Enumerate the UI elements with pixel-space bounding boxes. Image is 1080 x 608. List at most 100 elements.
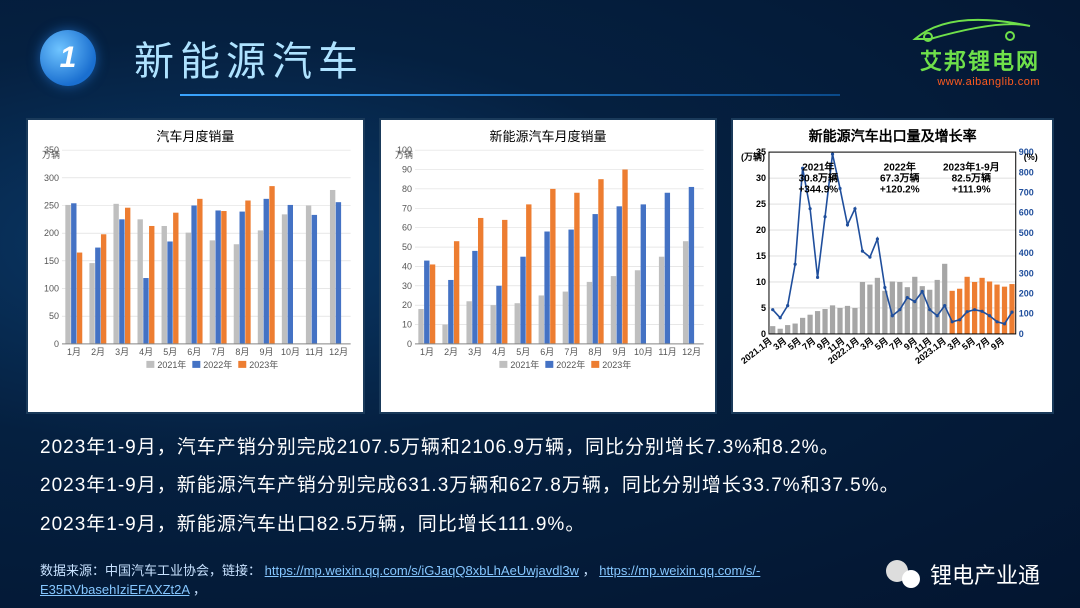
svg-text:3月: 3月	[468, 347, 482, 357]
wechat-label: 锂电产业通	[930, 558, 1040, 590]
svg-text:7月: 7月	[564, 347, 578, 357]
svg-text:10月: 10月	[281, 347, 300, 357]
svg-text:9月: 9月	[612, 347, 626, 357]
svg-text:+120.2%: +120.2%	[880, 184, 920, 195]
source-sep: ，	[583, 563, 596, 578]
bullet-3: 2023年1-9月，新能源汽车出口82.5万辆，同比增长111.9%。	[40, 509, 1040, 541]
svg-text:1月: 1月	[420, 347, 434, 357]
svg-text:50: 50	[49, 311, 59, 321]
chart2-svg: 0102030405060708090100万辆1月2月3月4月5月6月7月8月…	[387, 146, 710, 376]
svg-text:2021.1月: 2021.1月	[739, 336, 774, 366]
svg-text:5月: 5月	[163, 347, 177, 357]
svg-text:40: 40	[402, 261, 412, 271]
chart-panel-nev-export: 新能源汽车出口量及增长率 051015202530350100200300400…	[731, 118, 1054, 414]
svg-text:30: 30	[756, 173, 766, 183]
svg-text:20: 20	[402, 300, 412, 310]
svg-text:2023年: 2023年	[602, 359, 631, 370]
svg-text:100: 100	[44, 284, 59, 294]
svg-text:2021年: 2021年	[510, 359, 539, 370]
svg-text:4月: 4月	[492, 347, 506, 357]
svg-text:1月: 1月	[67, 347, 81, 357]
svg-text:700: 700	[1019, 188, 1034, 198]
svg-text:12月: 12月	[329, 347, 348, 357]
svg-text:25: 25	[756, 199, 766, 209]
svg-text:82.5万辆: 82.5万辆	[952, 171, 991, 184]
svg-text:67.3万辆: 67.3万辆	[880, 171, 919, 184]
chart3-svg: 0510152025303501002003004005006007008009…	[739, 146, 1046, 376]
svg-text:10月: 10月	[634, 347, 653, 357]
svg-text:10: 10	[402, 320, 412, 330]
svg-text:60: 60	[402, 223, 412, 233]
svg-text:2022年: 2022年	[884, 160, 916, 173]
slide-title: 新能源汽车	[134, 29, 364, 87]
source-link-1[interactable]: https://mp.weixin.qq.com/s/iGJaqQ8xbLhAe…	[265, 563, 579, 578]
svg-text:300: 300	[1019, 268, 1034, 278]
svg-text:11月: 11月	[658, 347, 676, 357]
svg-text:9月: 9月	[989, 336, 1006, 352]
svg-text:800: 800	[1019, 167, 1034, 177]
svg-text:2022年: 2022年	[556, 359, 585, 370]
svg-text:万辆: 万辆	[395, 149, 413, 160]
section-number-badge: 1	[40, 30, 96, 86]
svg-text:30.8万辆: 30.8万辆	[799, 171, 838, 184]
svg-text:9月: 9月	[259, 347, 273, 357]
svg-text:2023年1-9月: 2023年1-9月	[943, 160, 1000, 173]
svg-text:2月: 2月	[91, 347, 105, 357]
svg-text:5: 5	[761, 303, 766, 313]
svg-text:6月: 6月	[187, 347, 201, 357]
charts-row: 汽车月度销量 050100150200250300350万辆1月2月3月4月5月…	[26, 118, 1054, 414]
svg-text:200: 200	[44, 228, 59, 238]
source-tail: ，	[193, 582, 206, 597]
svg-text:70: 70	[402, 203, 412, 213]
wechat-icon	[886, 560, 920, 588]
svg-text:4月: 4月	[139, 347, 153, 357]
svg-text:0: 0	[54, 339, 59, 349]
chart1-svg: 050100150200250300350万辆1月2月3月4月5月6月7月8月9…	[34, 146, 357, 376]
svg-text:8月: 8月	[588, 347, 602, 357]
wechat-tag: 锂电产业通	[886, 558, 1040, 590]
svg-text:100: 100	[1019, 309, 1034, 319]
source-prefix: 数据来源：中国汽车工业协会，链接：	[40, 563, 261, 578]
brand-name-cn: 艾邦锂电网	[910, 44, 1040, 76]
svg-text:2月: 2月	[444, 347, 458, 357]
svg-text:80: 80	[402, 184, 412, 194]
svg-text:20: 20	[756, 225, 766, 235]
svg-text:150: 150	[44, 256, 59, 266]
svg-text:50: 50	[402, 242, 412, 252]
chart2-title: 新能源汽车月度销量	[381, 120, 716, 145]
svg-text:+344.9%: +344.9%	[799, 184, 839, 195]
bullet-2: 2023年1-9月，新能源汽车产销分别完成631.3万辆和627.8万辆，同比分…	[40, 470, 1040, 502]
svg-text:5月: 5月	[516, 347, 530, 357]
svg-text:万辆: 万辆	[42, 149, 60, 160]
svg-text:3月: 3月	[115, 347, 129, 357]
title-underline	[180, 94, 840, 96]
svg-text:400: 400	[1019, 248, 1034, 258]
slide-header: 1 新能源汽车 艾邦锂电网 www.aibanglib.com	[40, 28, 1040, 88]
svg-text:500: 500	[1019, 228, 1034, 238]
svg-text:0: 0	[407, 339, 412, 349]
svg-text:2021年: 2021年	[157, 359, 186, 370]
svg-text:2023年: 2023年	[249, 359, 278, 370]
svg-text:12月: 12月	[682, 347, 701, 357]
svg-text:11月: 11月	[305, 347, 323, 357]
brand-logo: 艾邦锂电网 www.aibanglib.com	[910, 14, 1040, 88]
chart-panel-auto-sales: 汽车月度销量 050100150200250300350万辆1月2月3月4月5月…	[26, 118, 365, 414]
svg-text:2021年: 2021年	[803, 160, 835, 173]
chart1-title: 汽车月度销量	[28, 120, 363, 145]
svg-text:30: 30	[402, 281, 412, 291]
svg-text:+111.9%: +111.9%	[952, 184, 991, 195]
summary-bullets: 2023年1-9月，汽车产销分别完成2107.5万辆和2106.9万辆，同比分别…	[40, 432, 1040, 547]
chart-panel-nev-sales: 新能源汽车月度销量 0102030405060708090100万辆1月2月3月…	[379, 118, 718, 414]
svg-text:15: 15	[756, 251, 766, 261]
svg-text:600: 600	[1019, 208, 1034, 218]
svg-text:(万辆): (万辆)	[741, 151, 765, 162]
svg-text:6月: 6月	[540, 347, 554, 357]
svg-text:0: 0	[1019, 329, 1024, 339]
svg-text:7月: 7月	[211, 347, 225, 357]
svg-text:300: 300	[44, 173, 59, 183]
svg-text:8月: 8月	[235, 347, 249, 357]
svg-text:(%): (%)	[1024, 152, 1038, 162]
bullet-1: 2023年1-9月，汽车产销分别完成2107.5万辆和2106.9万辆，同比分别…	[40, 432, 1040, 464]
svg-text:2022年: 2022年	[203, 359, 232, 370]
svg-text:250: 250	[44, 200, 59, 210]
